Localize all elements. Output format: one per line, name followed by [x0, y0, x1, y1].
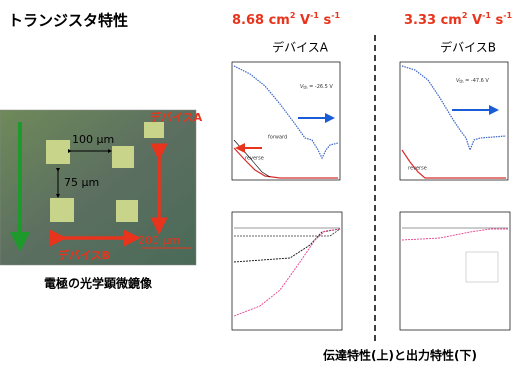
- output-plot-a: [232, 212, 342, 330]
- exponent: -1: [503, 11, 512, 20]
- forward-label: forward: [268, 135, 287, 141]
- unit: V: [467, 13, 482, 28]
- device-label: デバイスA: [272, 40, 329, 55]
- svg-text:Vth = -47.6 V: Vth = -47.6 V: [456, 78, 489, 85]
- footer-caption: 伝達特性(上)と出力特性(下): [323, 348, 477, 363]
- page: {"header": {"title": "トランジスタ特性"}, "devic…: [0, 0, 523, 369]
- scale-label: 200 μm: [138, 234, 180, 247]
- mobility-b: 3.33 cm2 V-1 s-1: [404, 11, 513, 28]
- scale-label: 75 μm: [64, 176, 99, 189]
- vth-value: = -26.5 V: [309, 84, 333, 90]
- transfer-plot-b: Vth = -47.6 V reverse: [400, 62, 508, 180]
- device-label: デバイスB: [58, 248, 110, 262]
- reverse-label: reverse: [408, 166, 427, 172]
- mobility-a: 8.68 cm2 V-1 s-1: [232, 11, 341, 28]
- mobility-number: 8.68 cm: [232, 13, 290, 28]
- scale-label: 100 μm: [72, 133, 114, 146]
- unit: s: [319, 13, 332, 28]
- unit: V: [295, 13, 310, 28]
- micrograph-caption: 電極の光学顕微鏡像: [44, 276, 153, 291]
- vth-value: = -47.6 V: [465, 78, 489, 84]
- unit: s: [491, 13, 504, 28]
- slide: トランジスタ特性 8.68 cm2 V-1 s-1 3.33 cm2 V-1 s…: [0, 0, 523, 369]
- svg-text:Vth = -26.5 V: Vth = -26.5 V: [300, 84, 333, 91]
- title: トランジスタ特性: [8, 12, 128, 30]
- device-label: デバイスB: [440, 40, 496, 55]
- micrograph: 100 μm 75 μm 200 μm デバイスA デバイスB: [0, 110, 203, 265]
- reverse-label: reverse: [245, 156, 264, 162]
- device-label: デバイスA: [150, 110, 203, 124]
- transfer-plot-a: Vth = -26.5 V forward reverse: [232, 62, 340, 180]
- mobility-number: 3.33 cm: [404, 13, 462, 28]
- exponent: -1: [331, 11, 340, 20]
- output-plot-b: [400, 212, 510, 330]
